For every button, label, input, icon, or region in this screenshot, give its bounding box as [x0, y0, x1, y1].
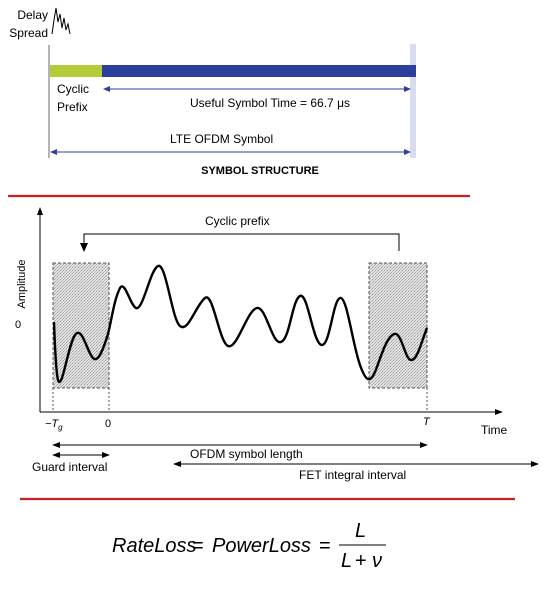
guard-interval-arrow	[52, 452, 110, 458]
formula-denominator-b: ν	[372, 550, 382, 572]
delay-spread-line1: Delay	[17, 8, 48, 22]
lte-ofdm-symbol-label: LTE OFDM Symbol	[170, 132, 274, 146]
formula-rate-loss: RateLoss	[112, 535, 197, 557]
guard-region-right	[368, 262, 428, 389]
guard-region-left	[52, 262, 110, 389]
tick-markers	[52, 388, 428, 412]
x-tick-minus-tg-main: −T	[45, 418, 59, 430]
cyclic-prefix-line1: Cyclic	[57, 82, 89, 96]
formula-numerator: L	[355, 520, 366, 542]
ofdm-waveform-figure: Amplitude 0 Cyclic prefix −Tg 0 T Time O…	[15, 207, 539, 501]
x-tick-t: T	[423, 416, 431, 428]
symbol-structure-diagram	[8, 7, 470, 198]
delay-spread-label: Delay Spread	[4, 6, 48, 42]
delay-spread-line2: Spread	[9, 26, 48, 40]
y-axis-label: Amplitude	[16, 260, 28, 309]
cyclic-prefix-bar	[50, 65, 102, 77]
cyclic-prefix-label-figure: Cyclic prefix	[205, 214, 270, 228]
x-axis-label: Time	[481, 423, 508, 437]
formula-denominator-a: L	[341, 550, 352, 572]
lte-symbol-arrow	[50, 149, 411, 155]
delay-spread-icon	[51, 7, 71, 35]
guard-interval-label: Guard interval	[32, 460, 107, 474]
x-axis	[40, 409, 503, 415]
fft-integral-interval-arrow	[173, 461, 539, 467]
cyclic-prefix-line2: Prefix	[57, 100, 88, 114]
rate-loss-formula: RateLoss = PowerLoss = L L + ν	[112, 520, 386, 572]
cyclic-prefix-arrow	[80, 233, 400, 252]
formula-equals-1: =	[192, 535, 204, 557]
ofdm-symbol-length-arrow	[52, 442, 428, 448]
formula-power-loss: PowerLoss	[212, 535, 311, 557]
useful-symbol-arrow	[103, 86, 411, 92]
x-tick-minus-tg-sub: g	[58, 423, 63, 432]
useful-symbol-time-label: Useful Symbol Time = 66.7 μs	[190, 96, 350, 110]
symbol-bar	[102, 65, 416, 77]
ofdm-waveform	[52, 264, 429, 384]
y-axis	[37, 207, 43, 412]
y-zero-label: 0	[15, 319, 21, 331]
x-tick-zero: 0	[105, 418, 111, 430]
symbol-end-line	[410, 44, 416, 158]
fft-integral-interval-label: FET integral interval	[299, 468, 406, 482]
x-tick-minus-tg: −Tg	[45, 418, 63, 432]
symbol-structure-title: SYMBOL STRUCTURE	[201, 165, 319, 177]
formula-denominator-plus: +	[355, 550, 367, 572]
cyclic-prefix-label: Cyclic Prefix	[57, 80, 107, 116]
formula-equals-2: =	[319, 535, 331, 557]
ofdm-symbol-length-label: OFDM symbol length	[190, 447, 303, 461]
